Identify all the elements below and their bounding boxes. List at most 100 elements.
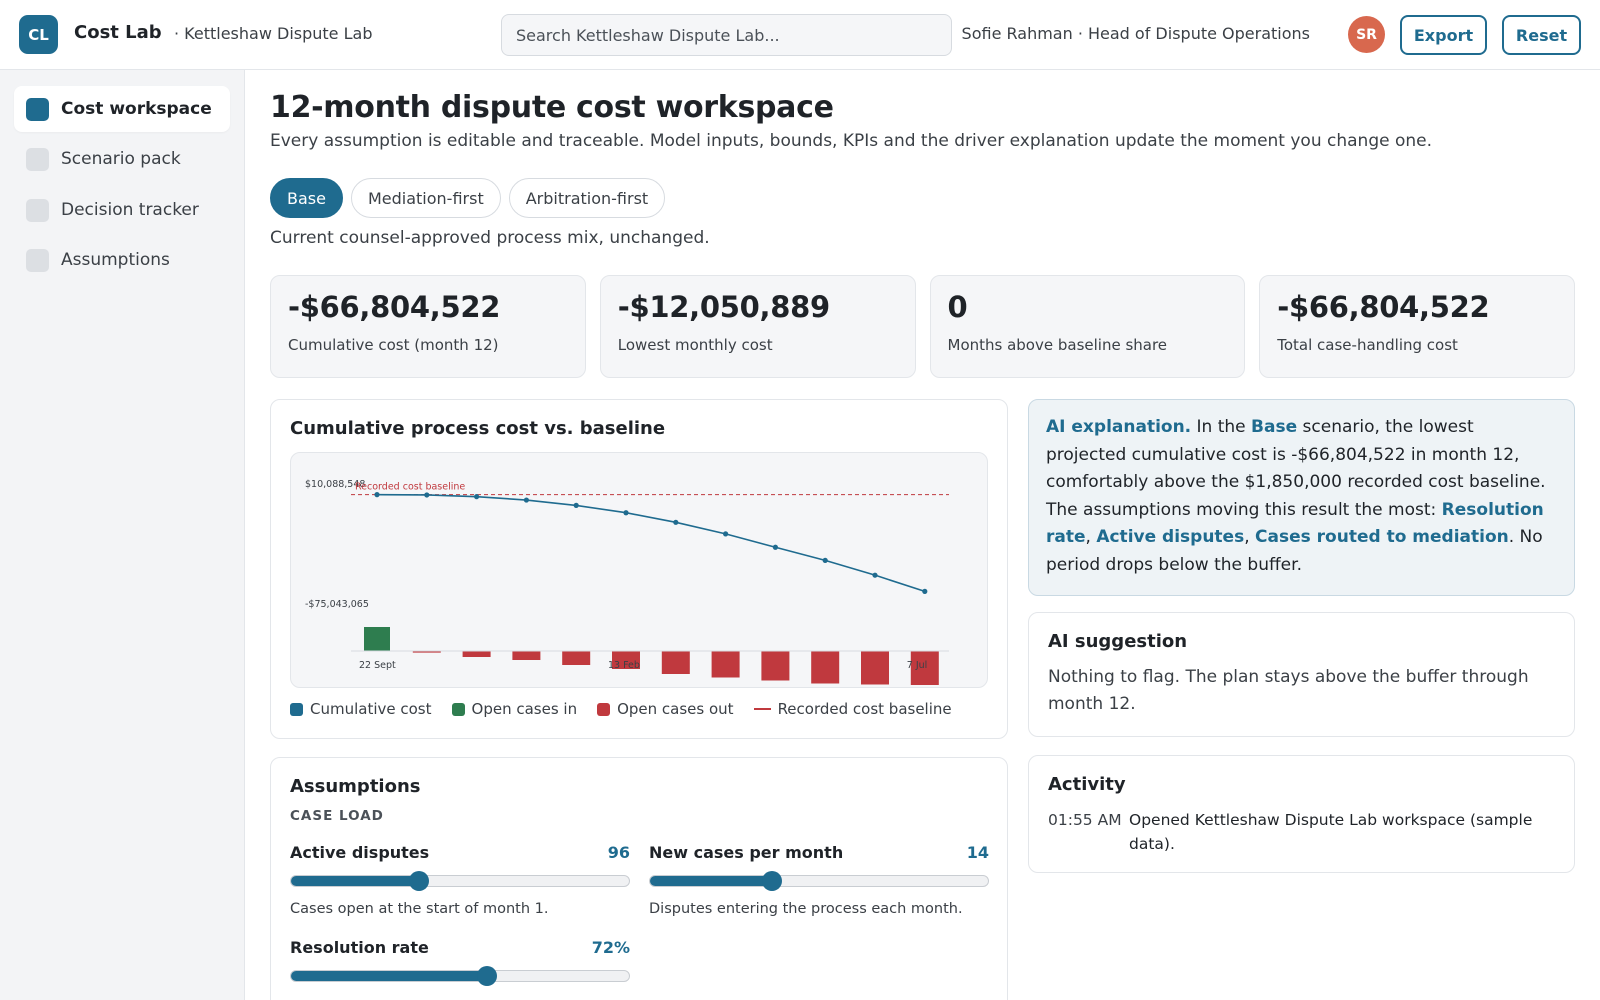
suggestion-title: AI suggestion (1048, 631, 1188, 652)
slider-help: Cases open at the start of month 1. (290, 901, 549, 917)
bar-open-cases-out (910, 651, 939, 685)
cumulative-cost-point (573, 502, 579, 508)
slider-new-cases: New cases per month 14 Disputes entering… (649, 843, 989, 917)
cumulative-cost-point (523, 497, 529, 503)
cumulative-cost-point (374, 492, 380, 498)
kpi-label: Lowest monthly cost (617, 336, 773, 354)
cumulative-cost-point (872, 572, 878, 578)
y-tick-label: $10,088,548 (305, 479, 365, 490)
legend-swatch (451, 702, 465, 716)
baseline-label: Recorded cost baseline (355, 482, 465, 493)
chart-legend: Cumulative cost Open cases in Open cases… (290, 700, 952, 718)
activity-title: Activity (1048, 774, 1126, 795)
sidebar-item-cost-workspace[interactable]: Cost workspace (14, 86, 230, 132)
legend-swatch (597, 702, 611, 716)
cumulative-cost-point (922, 588, 928, 594)
bar-open-cases-out (612, 651, 640, 669)
kpi-value: -$66,804,522 (288, 290, 501, 324)
top-bar: CL Cost Lab · Kettleshaw Dispute Lab Sof… (0, 0, 1600, 70)
bar-open-cases-out (761, 651, 790, 681)
assumptions-title: Assumptions (290, 776, 421, 797)
sidebar-item-scenario-pack[interactable]: Scenario pack (14, 136, 230, 182)
bar-open-cases-out (811, 651, 840, 684)
sidebar-item-label: Scenario pack (61, 149, 181, 169)
slider-thumb[interactable] (409, 871, 430, 891)
chart-card: Cumulative process cost vs. baseline $10… (270, 399, 1008, 739)
slider-value: 72% (591, 938, 630, 957)
y-tick-label: -$75,043,065 (305, 599, 369, 610)
tab-base[interactable]: Base (270, 178, 343, 218)
assumptions-icon (26, 248, 49, 272)
legend-item: Open cases out (597, 700, 734, 718)
legend-label: Open cases in (471, 700, 578, 718)
cost-chart: $10,088,548 -$75,043,065 Recorded cost bas… (305, 479, 949, 685)
reset-button[interactable]: Reset (1502, 15, 1581, 55)
bar-open-cases-out (512, 651, 541, 660)
cumulative-cost-point (673, 519, 679, 525)
cumulative-cost-point (424, 492, 430, 498)
legend-swatch (290, 702, 303, 716)
bar-open-cases-out (412, 651, 441, 653)
explanation-text: In the (1191, 417, 1252, 437)
explanation-lead: AI explanation. (1046, 417, 1192, 437)
x-tick-label: 7 Jul (907, 660, 928, 671)
kpi-value: -$66,804,522 (1277, 290, 1490, 324)
cumulative-cost-point (723, 531, 729, 537)
slider-label: Active disputes (290, 843, 430, 862)
cumulative-cost-point (822, 557, 828, 563)
cost-workspace-icon (26, 97, 49, 121)
user-name: Sofie Rahman · Head of Dispute Operation… (961, 24, 1310, 43)
slider-value: 14 (966, 843, 989, 862)
export-button[interactable]: Export (1400, 15, 1487, 55)
chart-title: Cumulative process cost vs. baseline (290, 418, 666, 439)
main-content: 12-month dispute cost workspace Every as… (245, 70, 1600, 1000)
slider-track[interactable] (290, 966, 630, 986)
slider-label: Resolution rate (290, 938, 429, 957)
slider-track[interactable] (290, 871, 630, 891)
suggestion-text: Nothing to flag. The plan stays above th… (1048, 667, 1529, 714)
legend-label: Cumulative cost (310, 700, 432, 718)
slider-fill (291, 971, 488, 981)
page-subtitle: Every assumption is editable and traceab… (270, 131, 1433, 151)
search-input[interactable] (501, 14, 952, 56)
sidebar: Cost workspace Scenario pack Decision tr… (0, 70, 245, 1000)
ai-suggestion-card: AI suggestion Nothing to flag. The plan … (1028, 612, 1575, 737)
kpi-card: -$12,050,889 Lowest monthly cost (599, 275, 916, 378)
avatar[interactable]: SR (1348, 16, 1385, 53)
tab-arbitration-first[interactable]: Arbitration-first (508, 178, 666, 218)
app-name: Cost Lab (74, 22, 162, 43)
activity-text: Opened Kettleshaw Dispute Lab workspace … (1129, 811, 1533, 853)
bar-open-cases-in (364, 627, 390, 651)
slider-fill (291, 876, 420, 886)
slider-thumb[interactable] (761, 871, 782, 891)
explanation-separator: , (1085, 527, 1097, 547)
driver-link[interactable]: Cases routed to mediation (1255, 527, 1509, 547)
slider-resolution-rate: Resolution rate 72% (290, 938, 630, 986)
assumptions-card: Assumptions CASE LOAD Active disputes 96… (270, 757, 1008, 1000)
explanation-text: . No period drops below the buffer. (1046, 527, 1543, 575)
sidebar-item-assumptions[interactable]: Assumptions (14, 237, 230, 283)
activity-entry: 01:55 AM Opened Kettleshaw Dispute Lab w… (1048, 808, 1555, 856)
sidebar-item-label: Decision tracker (61, 200, 199, 220)
kpi-card: 0 Months above baseline share (929, 275, 1246, 378)
slider-thumb[interactable] (477, 966, 498, 986)
explanation-scenario: Base (1251, 417, 1298, 437)
legend-label: Open cases out (617, 700, 734, 718)
cumulative-cost-point (772, 544, 778, 550)
decision-tracker-icon (26, 198, 49, 222)
scenario-description: Current counsel-approved process mix, un… (270, 228, 710, 248)
slider-value: 96 (607, 843, 630, 862)
kpi-label: Cumulative cost (month 12) (288, 336, 499, 354)
kpi-card: -$66,804,522 Total case-handling cost (1259, 275, 1575, 378)
section-label: CASE LOAD (290, 808, 384, 824)
bar-open-cases-out (711, 651, 740, 678)
sidebar-item-decision-tracker[interactable]: Decision tracker (14, 187, 230, 233)
driver-link[interactable]: Resolution rate (1046, 499, 1544, 548)
slider-track[interactable] (649, 871, 989, 891)
cumulative-cost-point (623, 510, 629, 516)
driver-link[interactable]: Active disputes (1096, 527, 1245, 547)
tab-mediation-first[interactable]: Mediation-first (350, 178, 501, 218)
kpi-label: Total case-handling cost (1277, 336, 1458, 354)
explanation-separator: , (1244, 527, 1256, 547)
legend-item: Cumulative cost (290, 700, 432, 718)
